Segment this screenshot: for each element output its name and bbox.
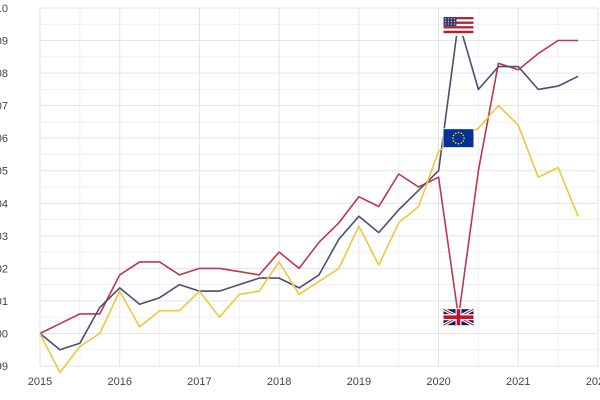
- flag-stripe: [444, 31, 474, 33]
- y-tick-label: 101: [0, 296, 8, 308]
- series-lines: [40, 21, 578, 373]
- flag-star: [445, 18, 446, 19]
- flag-star: [454, 21, 455, 22]
- flag-star: [448, 18, 449, 19]
- flag-star: [445, 23, 446, 24]
- united-states-flag: [443, 16, 475, 36]
- flag-star: [451, 21, 452, 22]
- x-tick-label: 2020: [426, 376, 450, 388]
- flag-star: [462, 135, 464, 137]
- flag-star: [463, 137, 465, 139]
- x-tick-label: 2017: [187, 376, 211, 388]
- flag-star: [455, 142, 457, 144]
- x-tick-label: 2015: [28, 376, 52, 388]
- flag-star: [453, 135, 455, 137]
- flag-stripe: [444, 26, 474, 28]
- x-tick-label: 2019: [347, 376, 371, 388]
- united-kingdom-flag: [443, 308, 475, 328]
- flag-star: [454, 23, 455, 24]
- flag-star: [451, 23, 452, 24]
- flag-star: [462, 140, 464, 142]
- x-tick-label: 2021: [506, 376, 530, 388]
- flag-star: [448, 21, 449, 22]
- flag-star: [455, 132, 457, 134]
- y-tick-label: 110: [0, 3, 8, 15]
- european-union-flag: [443, 128, 475, 148]
- european-union-series-line: [40, 106, 578, 373]
- grid: [40, 8, 598, 366]
- y-tick-label: 109: [0, 36, 8, 48]
- flag-star: [460, 142, 462, 144]
- flag-star: [451, 18, 452, 19]
- y-tick-label: 102: [0, 263, 8, 275]
- flag-star: [445, 21, 446, 22]
- y-tick-label: 103: [0, 231, 8, 243]
- y-tick-label: 105: [0, 166, 8, 178]
- y-tick-label: 99: [0, 361, 8, 373]
- x-tick-label: 2022: [586, 376, 600, 388]
- y-tick-label: 107: [0, 101, 8, 113]
- x-axis-ticks: 2015 2016 2017 2018 2019 2020 2021 2022: [28, 376, 600, 388]
- x-tick-label: 2016: [107, 376, 131, 388]
- y-tick-label: 106: [0, 133, 8, 145]
- flag-star: [454, 18, 455, 19]
- flag-star: [458, 143, 460, 145]
- x-tick-label: 2018: [267, 376, 291, 388]
- flag-stripe: [444, 28, 474, 30]
- flag-markers: [443, 16, 475, 328]
- y-tick-label: 100: [0, 328, 8, 340]
- flag-star: [448, 23, 449, 24]
- y-tick-label: 104: [0, 198, 8, 210]
- y-tick-label: 108: [0, 68, 8, 80]
- flag-star: [453, 140, 455, 142]
- flag-star: [452, 137, 454, 139]
- flag-star: [460, 132, 462, 134]
- flag-cross-red: [444, 315, 474, 319]
- flag-star: [458, 132, 460, 134]
- y-axis-ticks: 99 100 101 102 103 104 105 106 107 108 109 110: [0, 3, 8, 373]
